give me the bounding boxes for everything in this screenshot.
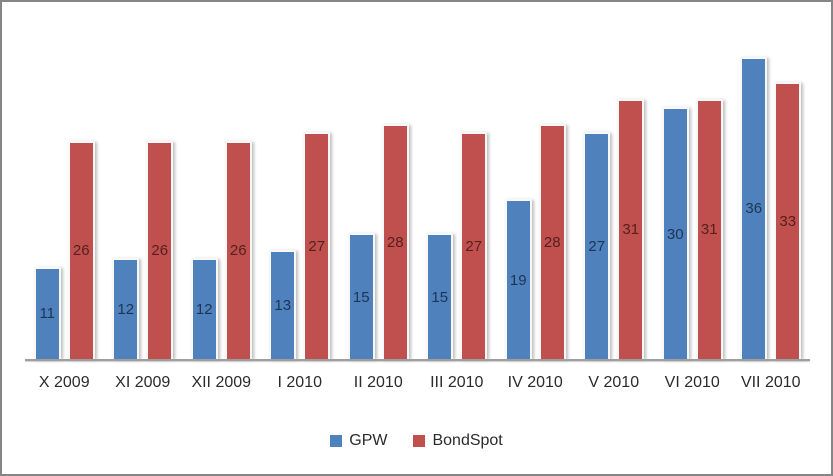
bar-gpw-v-2010: 27: [583, 132, 611, 359]
bar-bondspot-ii-2010: 28: [381, 123, 409, 359]
data-label-bondspot-iii-2010: 27: [465, 238, 483, 256]
legend-item-gpw: GPW: [330, 432, 387, 450]
data-label-gpw-i-2010: 13: [274, 296, 292, 314]
bar-gpw-xii-2009: 12: [190, 258, 218, 359]
x-axis-label-vi-2010: VI 2010: [664, 374, 720, 391]
data-label-gpw-ii-2010: 15: [352, 288, 370, 306]
x-axis-label-v-2010: V 2010: [588, 374, 640, 391]
bar-gpw-vi-2010: 30: [661, 107, 689, 359]
category-group-v-2010: 27 31: [575, 23, 654, 359]
category-group-iv-2010: 19 28: [496, 23, 575, 359]
bar-bondspot-xii-2009: 26: [224, 140, 252, 359]
data-label-bondspot-xi-2009: 26: [151, 242, 169, 260]
data-label-bondspot-x-2009: 26: [72, 242, 90, 260]
legend-swatch-gpw-icon: [330, 435, 343, 447]
data-label-gpw-vii-2010: 36: [745, 200, 763, 218]
x-axis-label-iv-2010: IV 2010: [507, 374, 563, 391]
bar-bondspot-iii-2010: 27: [460, 132, 488, 359]
bar-bondspot-iv-2010: 28: [538, 123, 566, 359]
bar-gpw-iv-2010: 19: [504, 199, 532, 359]
x-axis-label-i-2010: I 2010: [277, 374, 322, 391]
data-label-gpw-v-2010: 27: [588, 238, 606, 256]
legend-label-gpw: GPW: [349, 432, 388, 449]
category-group-ii-2010: 15 28: [339, 23, 418, 359]
bar-gpw-ii-2010: 15: [347, 233, 375, 359]
bar-gpw-x-2009: 11: [33, 266, 61, 359]
bar-bondspot-x-2009: 26: [67, 140, 95, 359]
legend-label-bondspot: BondSpot: [432, 432, 503, 449]
legend-item-bondspot: BondSpot: [413, 432, 503, 450]
legend: GPW BondSpot: [2, 432, 831, 450]
data-label-bondspot-iv-2010: 28: [543, 233, 561, 251]
category-group-vii-2010: 36 33: [732, 23, 811, 359]
x-axis-label-xii-2009: XII 2009: [191, 374, 252, 391]
category-group-x-2009: 11 26: [25, 23, 104, 359]
x-axis-label-iii-2010: III 2010: [430, 374, 484, 391]
category-group-xii-2009: 12 26: [182, 23, 261, 359]
category-group-iii-2010: 15 27: [418, 23, 497, 359]
data-label-gpw-iv-2010: 19: [509, 271, 527, 289]
category-group-xi-2009: 12 26: [104, 23, 183, 359]
data-label-bondspot-v-2010: 31: [622, 221, 640, 239]
data-label-gpw-xii-2009: 12: [195, 301, 213, 319]
category-group-i-2010: 13 27: [261, 23, 340, 359]
bar-bondspot-i-2010: 27: [303, 132, 331, 359]
bar-bondspot-vi-2010: 31: [695, 98, 723, 359]
legend-swatch-bondspot-icon: [413, 435, 426, 447]
x-axis-label-xi-2009: XI 2009: [115, 374, 171, 391]
data-label-bondspot-ii-2010: 28: [386, 233, 404, 251]
data-label-bondspot-i-2010: 27: [308, 238, 326, 256]
bar-bondspot-xi-2009: 26: [146, 140, 174, 359]
bar-bondspot-v-2010: 31: [617, 98, 645, 359]
bar-gpw-iii-2010: 15: [426, 233, 454, 359]
bar-bondspot-vii-2010: 33: [774, 81, 802, 359]
x-axis-line: [25, 359, 810, 361]
x-axis-label-vii-2010: VII 2010: [740, 374, 801, 391]
data-label-gpw-xi-2009: 12: [117, 301, 135, 319]
data-label-gpw-x-2009: 11: [39, 305, 56, 323]
data-label-gpw-vi-2010: 30: [666, 225, 684, 243]
x-axis-label-x-2009: X 2009: [38, 374, 90, 391]
category-group-vi-2010: 30 31: [653, 23, 732, 359]
bar-gpw-i-2010: 13: [269, 249, 297, 359]
bar-gpw-xi-2009: 12: [112, 258, 140, 359]
x-axis-label-ii-2010: II 2010: [353, 374, 403, 391]
data-label-bondspot-xii-2009: 26: [229, 242, 247, 260]
plot-area: 11 26 12 26 12 26 13 27 15 28 15 27 19 28 27 31 30 31 36 33: [25, 23, 810, 359]
data-label-bondspot-vii-2010: 33: [779, 212, 797, 230]
data-label-gpw-iii-2010: 15: [431, 288, 449, 306]
x-axis-labels: X 2009 XI 2009 XII 2009 I 2010 II 2010 III 20…: [25, 374, 810, 392]
data-label-bondspot-vi-2010: 31: [700, 221, 718, 239]
bar-gpw-vii-2010: 36: [740, 56, 768, 359]
